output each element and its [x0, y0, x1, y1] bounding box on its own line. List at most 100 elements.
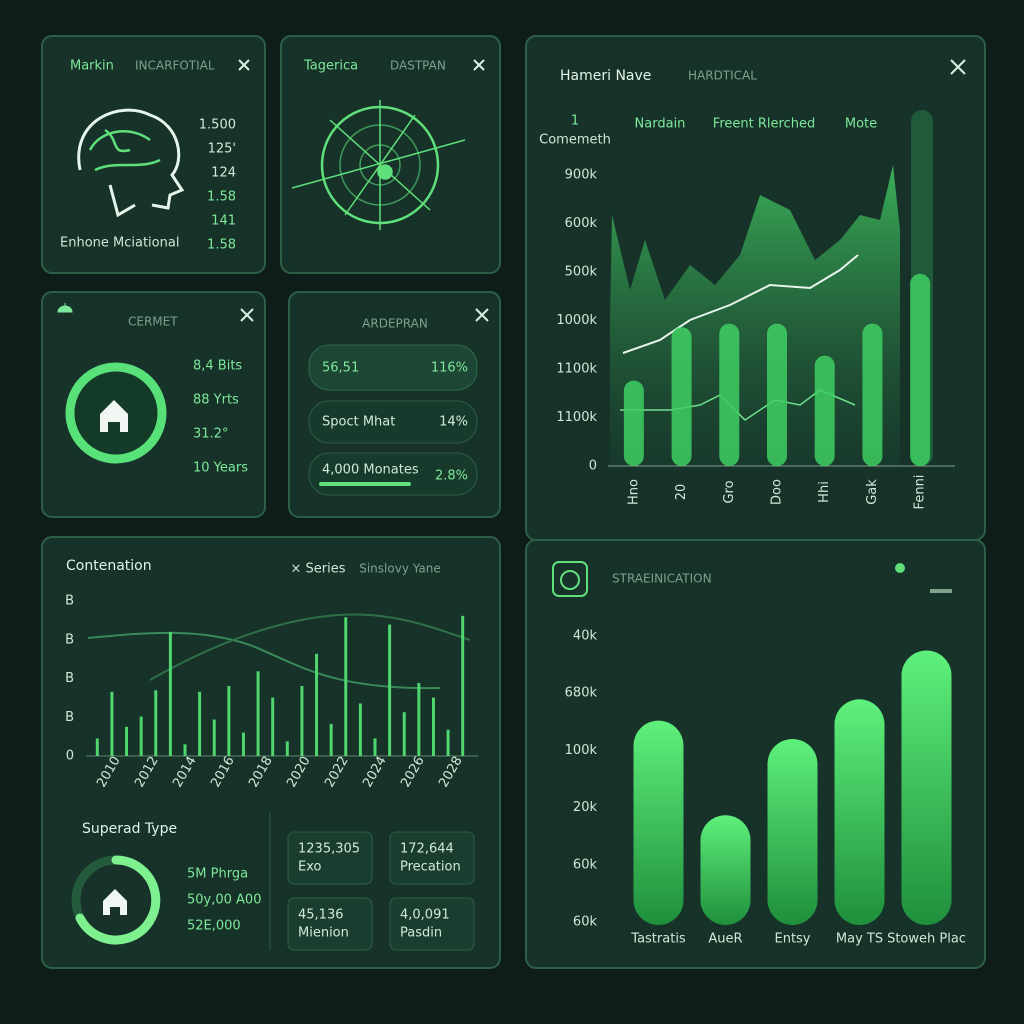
bar: [623, 380, 644, 466]
brain-icon: [77, 108, 185, 218]
bar: [256, 671, 260, 756]
close-button[interactable]: [475, 308, 489, 322]
bar: [125, 726, 129, 756]
y-axis-label: 100k: [565, 743, 598, 758]
bar: [271, 697, 275, 756]
section-title: Superad Type: [82, 821, 177, 837]
stat-card: [389, 831, 475, 885]
stat-value: 141: [211, 214, 236, 229]
stat-value: 1.58: [207, 190, 236, 205]
line: [149, 613, 471, 681]
y-axis-label: 20k: [573, 800, 598, 815]
stat-value: 1.58: [207, 238, 236, 253]
card-value: 45,136: [298, 908, 344, 923]
bar: [461, 615, 465, 756]
card-label: Precation: [400, 860, 461, 875]
y-axis-label: 1100k: [556, 362, 597, 377]
y-axis-label: 40k: [573, 629, 598, 644]
close-button[interactable]: [473, 59, 485, 71]
home-icon: [100, 400, 128, 432]
badge-caption: Comemeth: [539, 133, 611, 148]
card-value: 1235,305: [298, 842, 360, 857]
bar: [388, 624, 392, 756]
x-tick-label: Hno: [626, 479, 641, 505]
bar: [358, 703, 362, 756]
bar: [183, 744, 187, 756]
y-axis-label: 0: [589, 459, 597, 474]
home-icon: [103, 889, 127, 915]
panel: [41, 536, 501, 969]
bar: [300, 685, 304, 756]
card-label: Mienion: [298, 926, 349, 941]
stat-label: 56,51: [322, 361, 359, 376]
x-tick-label: Stoweh Plac: [887, 932, 966, 947]
close-button[interactable]: [950, 59, 966, 75]
stat-value: 116%: [431, 361, 468, 376]
panel-caption: Enhone Mciational: [60, 236, 179, 251]
progress-bar: [319, 482, 411, 486]
y-axis-label: 1000k: [556, 313, 597, 328]
stat-value: 50y,00 A00: [187, 893, 261, 908]
y-axis-label: B: [65, 671, 74, 686]
y-axis-label: 60k: [573, 857, 598, 872]
ring-arc: [75, 855, 161, 945]
badge: 1: [571, 114, 579, 129]
bar: [910, 273, 931, 466]
panel: [41, 35, 266, 274]
close-button[interactable]: [238, 59, 250, 71]
bar: [315, 653, 319, 756]
bar: [633, 720, 684, 925]
bar: [719, 323, 740, 466]
bar: [95, 738, 99, 756]
bar: [834, 699, 885, 925]
panel-title: ARDEPRAN: [362, 317, 428, 331]
panel-subtitle: DASTPAN: [390, 59, 446, 73]
close-button[interactable]: [240, 308, 254, 322]
y-axis-label: 0: [66, 749, 74, 764]
y-axis-label: 1100k: [556, 410, 597, 425]
x-tick-label: Entsy: [774, 932, 810, 947]
bar: [241, 732, 245, 756]
panel-subtitle: INCARFOTIAL: [135, 59, 215, 73]
panel-title: CERMET: [128, 315, 178, 329]
bar: [285, 741, 289, 756]
bar: [329, 723, 333, 756]
legend-item: Freent Rlerched: [713, 117, 815, 132]
status-icon: [895, 563, 905, 573]
panel-title: Contenation: [66, 558, 152, 574]
stat-value: 2.8%: [435, 469, 468, 484]
stat-value: 125': [208, 142, 236, 157]
bar: [417, 683, 421, 756]
legend-item: Mote: [845, 117, 877, 132]
timer-icon: [560, 570, 580, 590]
card-label: Exo: [298, 860, 322, 875]
card-value: 4,0,091: [400, 908, 450, 923]
y-axis-label: 60k: [573, 915, 598, 930]
radar: [291, 100, 466, 230]
x-tick-label: Doo: [770, 479, 785, 505]
panel-title: Hameri Nave: [560, 68, 651, 84]
bar: [212, 719, 216, 756]
legend-item: Sinslovy Yane: [359, 562, 441, 576]
bell-icon: [57, 303, 73, 313]
y-axis-label: 500k: [565, 265, 598, 280]
bar: [110, 691, 114, 756]
legend-item: × Series: [290, 562, 345, 577]
x-tick-label: Hhi: [817, 481, 832, 503]
x-tick-label: Gro: [722, 480, 737, 503]
bar: [198, 691, 202, 756]
y-axis-label: B: [65, 594, 74, 609]
legend-item: Nardain: [635, 117, 686, 132]
stat-value: 52E,000: [187, 919, 241, 934]
bar: [767, 323, 787, 466]
stat-value: 31.2°: [193, 427, 228, 442]
x-tick-label: Tastratis: [630, 932, 686, 947]
stat-value: 10 Years: [193, 461, 248, 476]
bar: [227, 685, 231, 756]
y-axis-label: B: [65, 632, 74, 647]
stat-label: Spoct Mhat: [322, 415, 395, 430]
timer-icon: [552, 561, 588, 597]
bar: [373, 738, 377, 756]
stat-row: [308, 400, 478, 444]
